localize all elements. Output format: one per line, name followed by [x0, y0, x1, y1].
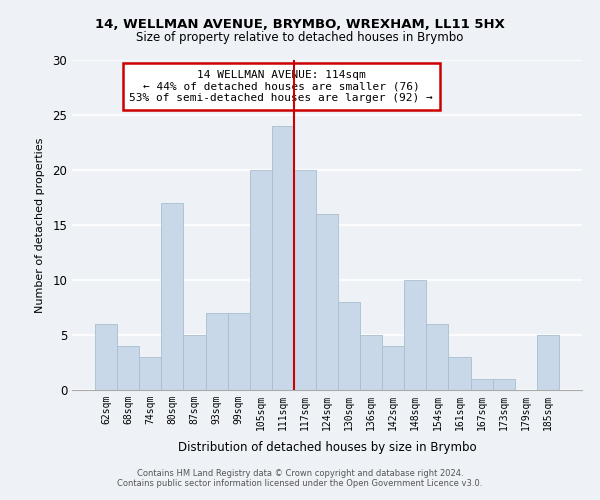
Bar [250, 170, 272, 390]
Y-axis label: Number of detached properties: Number of detached properties [35, 138, 46, 312]
Bar [470, 379, 493, 390]
Bar [272, 126, 294, 390]
Text: Contains public sector information licensed under the Open Government Licence v3: Contains public sector information licen… [118, 478, 482, 488]
Bar [338, 302, 360, 390]
Bar [139, 357, 161, 390]
Text: 14, WELLMAN AVENUE, BRYMBO, WREXHAM, LL11 5HX: 14, WELLMAN AVENUE, BRYMBO, WREXHAM, LL1… [95, 18, 505, 30]
Bar [427, 324, 448, 390]
Bar [448, 357, 470, 390]
Text: 14 WELLMAN AVENUE: 114sqm
← 44% of detached houses are smaller (76)
53% of semi-: 14 WELLMAN AVENUE: 114sqm ← 44% of detac… [129, 70, 433, 103]
X-axis label: Distribution of detached houses by size in Brymbo: Distribution of detached houses by size … [178, 441, 476, 454]
Bar [117, 346, 139, 390]
Bar [360, 335, 382, 390]
Bar [316, 214, 338, 390]
Bar [294, 170, 316, 390]
Bar [227, 313, 250, 390]
Bar [161, 203, 184, 390]
Text: Size of property relative to detached houses in Brymbo: Size of property relative to detached ho… [136, 31, 464, 44]
Bar [184, 335, 206, 390]
Bar [206, 313, 227, 390]
Bar [95, 324, 117, 390]
Bar [382, 346, 404, 390]
Bar [537, 335, 559, 390]
Text: Contains HM Land Registry data © Crown copyright and database right 2024.: Contains HM Land Registry data © Crown c… [137, 468, 463, 477]
Bar [493, 379, 515, 390]
Bar [404, 280, 427, 390]
